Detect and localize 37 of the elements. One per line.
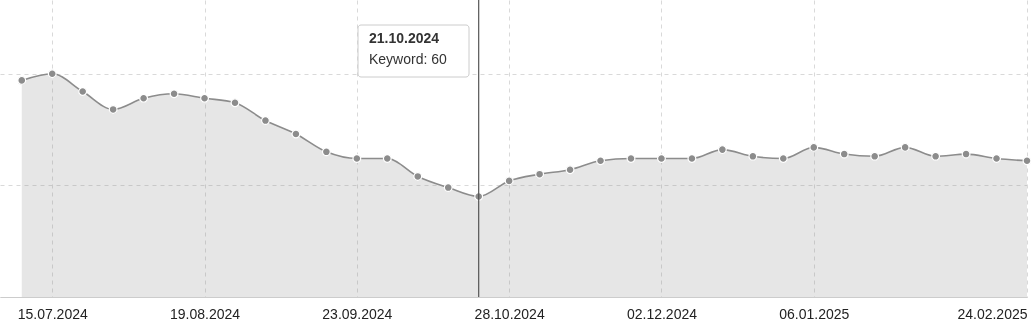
x-tick-label: 28.10.2024 [474, 305, 545, 322]
point [656, 154, 666, 164]
x-tick-label: 15.07.2024 [17, 305, 88, 322]
point [535, 169, 545, 179]
point [443, 183, 453, 193]
x-tick-label: 06.01.2025 [779, 305, 850, 322]
point [230, 98, 240, 108]
point [382, 154, 392, 164]
point [961, 149, 971, 159]
point [900, 142, 910, 152]
x-tick-label: 23.09.2024 [322, 305, 393, 322]
point [413, 171, 423, 181]
point [291, 129, 301, 139]
x-tick-label: 19.08.2024 [169, 305, 241, 322]
point [626, 154, 636, 164]
point [839, 149, 849, 159]
point [596, 156, 606, 166]
point [108, 104, 118, 114]
x-tick-label: 02.12.2024 [626, 305, 698, 322]
text: Keyword: 60 [369, 51, 448, 67]
point [321, 147, 331, 157]
point [352, 154, 362, 164]
point [992, 154, 1002, 164]
point [260, 116, 270, 126]
x-tick-label: 24.02.2025 [957, 305, 1028, 322]
point [504, 176, 514, 186]
point [687, 154, 697, 164]
point [78, 87, 88, 97]
point [1022, 156, 1031, 166]
point [47, 69, 57, 79]
point [565, 165, 575, 175]
point [169, 89, 179, 99]
point [717, 145, 727, 155]
point [809, 142, 819, 152]
point [778, 154, 788, 164]
point [17, 75, 27, 85]
text: 21.10.2024 [369, 30, 440, 46]
